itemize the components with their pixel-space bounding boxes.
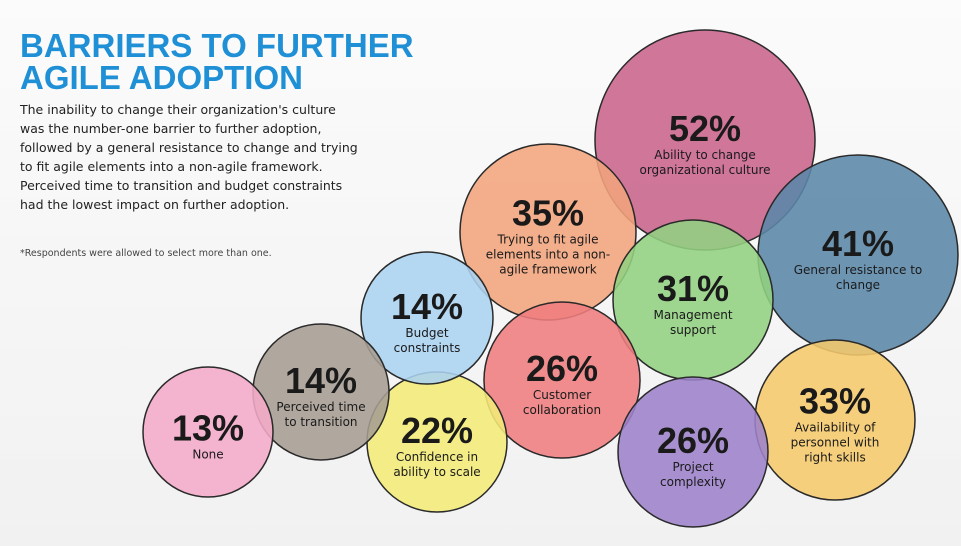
category-label: Confidence in ability to scale [386, 450, 488, 480]
bubble-label: 41%General resistance to change [786, 225, 931, 293]
category-label: Project complexity [639, 460, 748, 490]
bubble-label: 22%Confidence in ability to scale [386, 412, 488, 480]
bubble-label: 13%None [161, 410, 255, 463]
description: The inability to change their organizati… [20, 100, 360, 214]
value-label: 52% [625, 110, 785, 148]
value-label: 31% [635, 270, 751, 308]
bubble-label: 14%Budget constraints [379, 288, 475, 356]
footnote: *Respondents were allowed to select more… [20, 248, 272, 259]
value-label: 13% [161, 410, 255, 448]
category-label: Management support [635, 308, 751, 338]
category-label: Ability to change organizational culture [625, 148, 785, 178]
value-label: 33% [777, 383, 893, 421]
value-label: 41% [786, 225, 931, 263]
category-label: None [161, 448, 255, 463]
title: BARRIERS TO FURTHER AGILE ADOPTION [20, 30, 480, 94]
bubble-label: 52%Ability to change organizational cult… [625, 110, 785, 178]
bubble-label: 31%Management support [635, 270, 751, 338]
category-label: General resistance to change [786, 263, 931, 293]
bubble-label: 26%Customer collaboration [505, 350, 618, 418]
value-label: 14% [272, 362, 371, 400]
category-label: Availability of personnel with right ski… [777, 421, 893, 466]
value-label: 14% [379, 288, 475, 326]
category-label: Trying to fit agile elements into a non-… [484, 233, 612, 278]
infographic: BARRIERS TO FURTHER AGILE ADOPTION The i… [0, 0, 961, 546]
value-label: 35% [484, 195, 612, 233]
category-label: Budget constraints [379, 326, 475, 356]
value-label: 26% [639, 422, 748, 460]
category-label: Customer collaboration [505, 388, 618, 418]
category-label: Perceived time to transition [272, 400, 371, 430]
bubble-label: 33%Availability of personnel with right … [777, 383, 893, 466]
bubble-label: 26%Project complexity [639, 422, 748, 490]
bubble-label: 14%Perceived time to transition [272, 362, 371, 430]
value-label: 22% [386, 412, 488, 450]
value-label: 26% [505, 350, 618, 388]
bubble-label: 35%Trying to fit agile elements into a n… [484, 195, 612, 278]
